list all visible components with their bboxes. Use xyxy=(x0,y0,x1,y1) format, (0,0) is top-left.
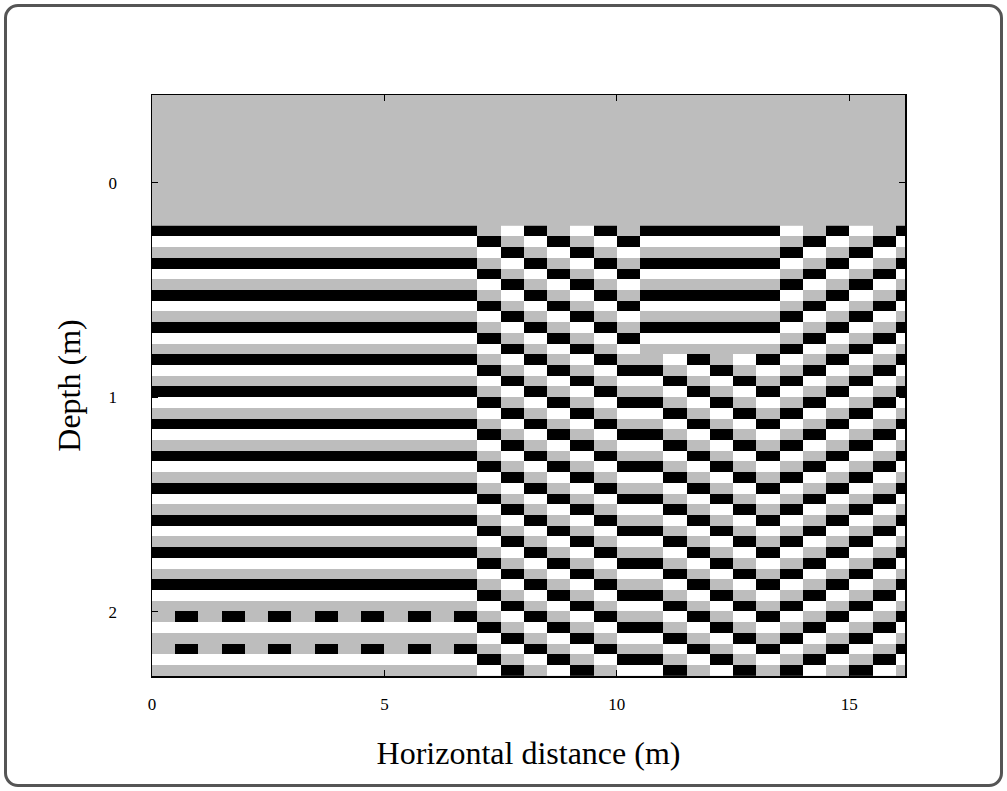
svg-text:5: 5 xyxy=(380,695,389,714)
svg-text:1: 1 xyxy=(109,388,118,407)
svg-text:10: 10 xyxy=(608,695,625,714)
svg-text:2: 2 xyxy=(109,603,118,622)
svg-text:Horizontal distance (m): Horizontal distance (m) xyxy=(377,735,681,771)
svg-text:15: 15 xyxy=(841,695,858,714)
svg-text:Depth (m): Depth (m) xyxy=(51,319,87,451)
svg-text:0: 0 xyxy=(148,695,157,714)
svg-text:0: 0 xyxy=(109,174,118,193)
